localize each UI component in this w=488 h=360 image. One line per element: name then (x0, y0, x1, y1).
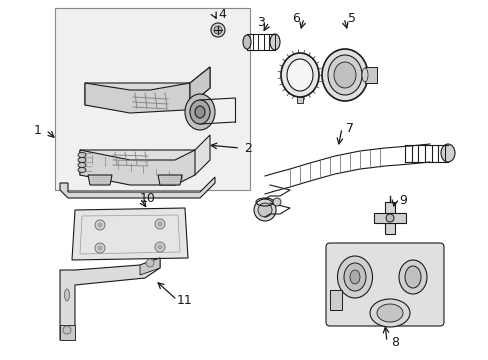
Ellipse shape (190, 100, 209, 124)
Polygon shape (60, 258, 160, 340)
Polygon shape (80, 135, 209, 175)
Ellipse shape (337, 256, 372, 298)
Ellipse shape (321, 49, 367, 101)
Ellipse shape (404, 266, 420, 288)
Circle shape (63, 326, 71, 334)
Ellipse shape (343, 263, 365, 291)
Text: 3: 3 (257, 15, 264, 28)
Polygon shape (60, 177, 215, 198)
Circle shape (98, 223, 102, 227)
Ellipse shape (376, 304, 402, 322)
Text: 10: 10 (140, 192, 156, 204)
Ellipse shape (269, 34, 280, 50)
Polygon shape (190, 67, 209, 105)
Ellipse shape (78, 167, 86, 172)
Text: 7: 7 (346, 122, 353, 135)
Ellipse shape (195, 106, 204, 118)
Circle shape (210, 23, 224, 37)
Polygon shape (158, 175, 182, 185)
Circle shape (155, 219, 164, 229)
Circle shape (155, 242, 164, 252)
Ellipse shape (349, 270, 359, 284)
Polygon shape (60, 325, 75, 340)
Circle shape (158, 222, 162, 226)
Text: 6: 6 (291, 12, 299, 24)
Circle shape (146, 259, 154, 267)
Ellipse shape (64, 289, 69, 301)
Ellipse shape (333, 62, 355, 88)
Polygon shape (85, 67, 209, 105)
Polygon shape (140, 258, 160, 275)
Circle shape (214, 26, 222, 34)
Text: 8: 8 (390, 336, 398, 348)
Circle shape (98, 246, 102, 250)
Ellipse shape (243, 35, 250, 49)
Ellipse shape (78, 153, 86, 158)
Ellipse shape (369, 299, 409, 327)
Ellipse shape (361, 68, 367, 82)
Text: 1: 1 (34, 123, 42, 136)
Bar (384, 202, 394, 234)
Bar (364, 67, 376, 83)
Ellipse shape (281, 53, 318, 97)
Ellipse shape (78, 162, 86, 167)
Bar (296, 97, 303, 103)
Text: 5: 5 (347, 12, 355, 24)
Text: 9: 9 (398, 194, 406, 207)
Polygon shape (85, 83, 190, 113)
Text: 11: 11 (177, 293, 192, 306)
Circle shape (95, 243, 105, 253)
Circle shape (272, 198, 281, 206)
Polygon shape (72, 208, 187, 260)
Ellipse shape (440, 144, 454, 162)
Ellipse shape (78, 158, 86, 162)
Bar (373, 213, 405, 223)
Bar (55, 8, 249, 190)
Circle shape (385, 214, 393, 222)
Ellipse shape (184, 94, 215, 130)
Polygon shape (88, 175, 112, 185)
Ellipse shape (258, 203, 271, 217)
FancyBboxPatch shape (325, 243, 443, 326)
Ellipse shape (286, 59, 312, 91)
Ellipse shape (327, 55, 361, 95)
Polygon shape (80, 150, 195, 185)
Circle shape (95, 220, 105, 230)
Bar (329, 290, 341, 310)
Ellipse shape (253, 199, 275, 221)
Circle shape (158, 245, 162, 249)
Text: 2: 2 (244, 141, 251, 154)
Text: 4: 4 (218, 8, 225, 21)
Ellipse shape (398, 260, 426, 294)
